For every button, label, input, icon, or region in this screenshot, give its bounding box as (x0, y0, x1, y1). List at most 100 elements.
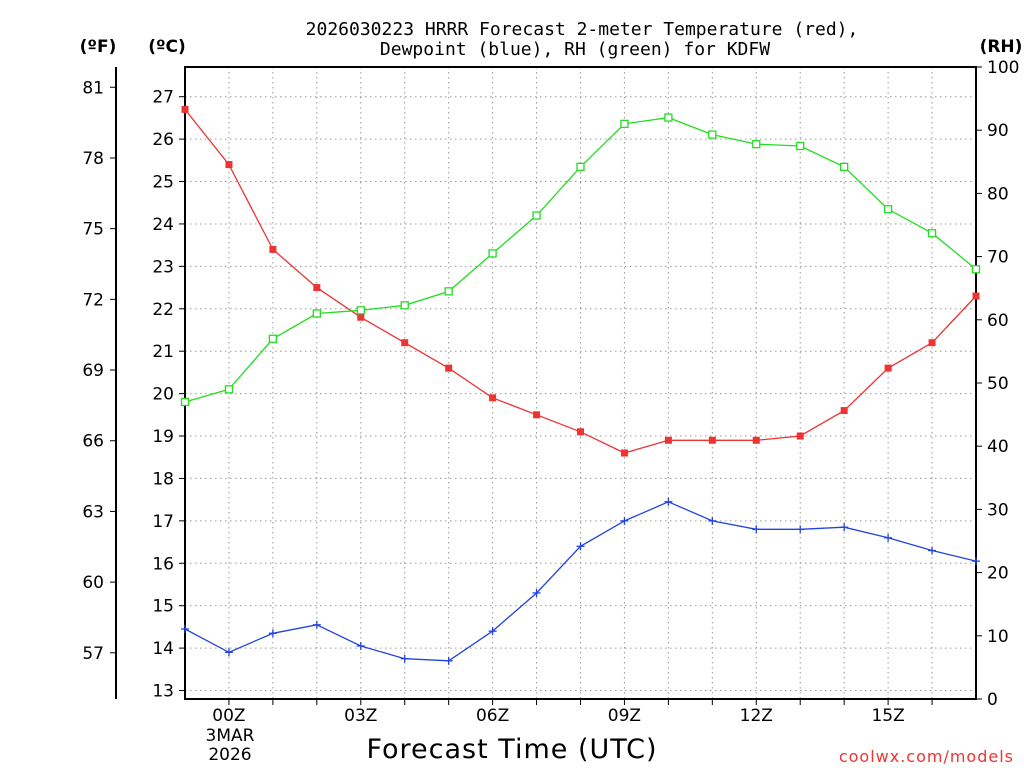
rh-point (268, 334, 278, 343)
temperature-point (840, 407, 848, 415)
rh-point (796, 141, 805, 151)
celsius-tick-label: 23 (152, 257, 174, 277)
celsius-tick-label: 15 (152, 597, 174, 617)
celsius-unit-label: (ºC) (148, 37, 186, 57)
temperature-point (401, 339, 409, 347)
temperature-point (225, 161, 233, 169)
rh-point (224, 385, 234, 394)
rh-tick-label: 100 (987, 58, 1019, 78)
fahrenheit-tick-label: 81 (82, 78, 104, 98)
fahrenheit-tick-label: 69 (82, 361, 104, 381)
dewpoint-point (356, 641, 365, 650)
temperature-point (181, 105, 189, 113)
celsius-tick-label: 19 (152, 427, 174, 447)
celsius-tick-label: 24 (152, 215, 174, 235)
temperature-point (928, 339, 936, 347)
rh-point (883, 205, 893, 214)
celsius-tick-label: 16 (152, 554, 174, 574)
rh-point (400, 301, 409, 310)
dewpoint-point (620, 516, 629, 525)
temperature-point (577, 428, 584, 436)
celsius-tick-label: 14 (152, 639, 174, 659)
rh-point (444, 287, 453, 296)
dewpoint-point (268, 629, 277, 638)
rh-tick-label: 50 (987, 374, 1009, 394)
x-tick-label: 00Z (212, 706, 245, 726)
dewpoint-point (840, 523, 849, 532)
rh-tick-label: 30 (987, 500, 1009, 520)
axes (115, 66, 977, 700)
dewpoint-line (184, 501, 977, 662)
celsius-tick-label: 26 (152, 130, 174, 150)
x-axis-title: Forecast Time (UTC) (366, 734, 657, 765)
rh-line (184, 116, 977, 403)
dewpoint-point (972, 557, 980, 566)
rh-point (356, 306, 365, 315)
temperature-point (972, 292, 980, 300)
fahrenheit-tick-label: 63 (82, 502, 104, 522)
dewpoint-point (181, 625, 189, 634)
dewpoint-point (752, 525, 761, 534)
x-tick-label: 06Z (476, 706, 509, 726)
celsius-tick-label: 25 (152, 173, 174, 193)
watermark: coolwx.com/models (839, 747, 1014, 766)
dewpoint-point (576, 542, 585, 551)
dewpoint-point (400, 654, 409, 663)
celsius-tick-label: 27 (152, 88, 174, 108)
fahrenheit-tick-label: 72 (82, 290, 104, 310)
temperature-point (357, 313, 365, 321)
rh-unit-label: (RH) (980, 37, 1023, 57)
temperature-point (708, 436, 716, 444)
celsius-tick-label: 21 (152, 342, 174, 362)
dewpoint-point (796, 525, 805, 534)
temperature-point (664, 436, 672, 444)
x-tick-label: 09Z (608, 706, 641, 726)
dewpoint-point (884, 533, 893, 542)
rh-point (708, 130, 717, 139)
data-series (180, 105, 981, 665)
rh-tick-label: 40 (987, 437, 1009, 457)
temperature-point (313, 284, 321, 292)
rh-point (532, 211, 541, 220)
temperature-point (620, 449, 628, 457)
rh-point (971, 265, 981, 274)
grid-lines (185, 67, 976, 699)
temperature-point (445, 364, 453, 372)
rh-tick-label: 20 (987, 564, 1009, 584)
fahrenheit-tick-label: 60 (82, 573, 104, 593)
rh-point (312, 309, 321, 318)
rh-tick-label: 90 (987, 121, 1009, 141)
dewpoint-point (312, 620, 321, 629)
temperature-line (184, 108, 977, 454)
dewpoint-point (444, 656, 453, 665)
dewpoint-point (224, 648, 233, 657)
tick-labels: 00Z 03Z 06Z 09Z 12Z 15Z 13 14 15 16 17 18 19 20 21 22 23… (82, 58, 1019, 726)
dewpoint-point (488, 627, 497, 636)
rh-point (927, 229, 937, 238)
celsius-tick-label: 22 (152, 300, 174, 320)
date-label-line2: 2026 (208, 745, 251, 765)
rh-point (620, 119, 629, 129)
celsius-tick-label: 17 (152, 512, 174, 532)
rh-tick-label: 70 (987, 248, 1009, 268)
chart-title-line2: Dewpoint (blue), RH (green) for KDFW (380, 39, 770, 60)
date-label-line1: 3MAR (206, 726, 255, 746)
rh-point (752, 139, 761, 149)
x-tick-label: 03Z (344, 706, 377, 726)
fahrenheit-tick-label: 78 (82, 149, 104, 169)
x-tick-label: 15Z (871, 706, 904, 726)
dewpoint-point (664, 497, 673, 506)
rh-point (664, 113, 673, 122)
dewpoint-point (708, 516, 717, 525)
temperature-point (269, 245, 277, 253)
dewpoint-point (532, 588, 541, 597)
temperature-point (796, 432, 804, 440)
fahrenheit-tick-label: 75 (82, 220, 104, 240)
fahrenheit-tick-label: 57 (82, 644, 104, 664)
rh-tick-label: 0 (987, 690, 998, 710)
rh-point (840, 162, 849, 172)
temperature-point (884, 364, 892, 372)
rh-tick-label: 80 (987, 184, 1009, 204)
x-tick-label: 12Z (740, 706, 773, 726)
